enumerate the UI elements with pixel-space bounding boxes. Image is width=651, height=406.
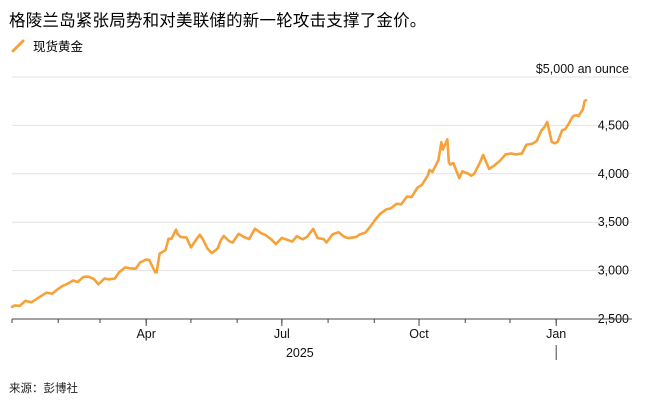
x-tick-label: Jul	[274, 327, 290, 341]
x-year-label: 2025	[286, 346, 314, 360]
chart-title: 格陵兰岛紧张局势和对美联储的新一轮攻击支撑了金价。	[9, 11, 427, 30]
y-tick-label: 4,500	[598, 118, 629, 132]
y-tick-label: 4,000	[598, 167, 629, 181]
y-tick-label: 3,000	[598, 264, 629, 278]
x-tick-label: Oct	[409, 327, 429, 341]
legend-line-icon	[11, 39, 25, 52]
x-tick-label: Apr	[136, 327, 155, 341]
y-unit-label: $5,000 an ounce	[536, 62, 629, 76]
x-tick-label: Jan	[546, 327, 566, 341]
source-note: 来源：彭博社	[9, 381, 78, 395]
series-line-gold	[10, 98, 588, 309]
legend: 现货黄金	[11, 36, 83, 55]
y-tick-label: 3,500	[598, 215, 629, 229]
legend-label: 现货黄金	[33, 39, 84, 54]
